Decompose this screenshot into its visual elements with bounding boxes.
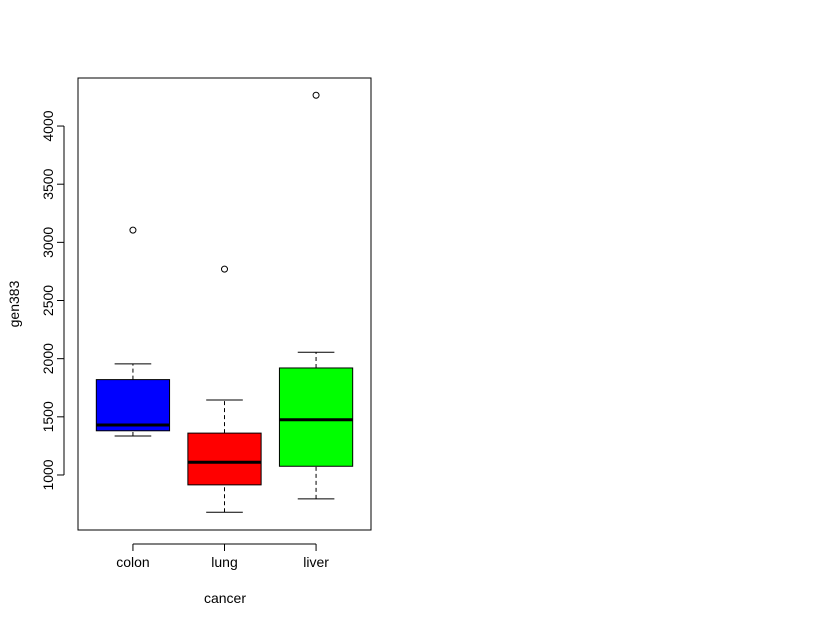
y-tick-label: 2500 (40, 285, 56, 316)
box (278, 367, 354, 467)
y-axis-label: gen383 (6, 280, 22, 327)
x-axis-label: cancer (204, 590, 246, 606)
box (187, 432, 262, 486)
x-tick-label: colon (116, 554, 149, 570)
plot-frame (77, 77, 372, 531)
x-tick-label: liver (303, 554, 329, 570)
outlier (129, 226, 137, 234)
y-tick-label: 3500 (40, 168, 56, 199)
box (95, 379, 171, 432)
outlier (221, 265, 228, 273)
y-tick-label: 2000 (40, 343, 56, 374)
y-tick-label: 4000 (40, 110, 56, 141)
y-tick-label: 1000 (40, 459, 56, 490)
outlier (312, 91, 320, 99)
x-tick-label: lung (211, 554, 237, 570)
y-tick-label: 1500 (40, 401, 56, 432)
y-tick-label: 3000 (40, 227, 56, 258)
